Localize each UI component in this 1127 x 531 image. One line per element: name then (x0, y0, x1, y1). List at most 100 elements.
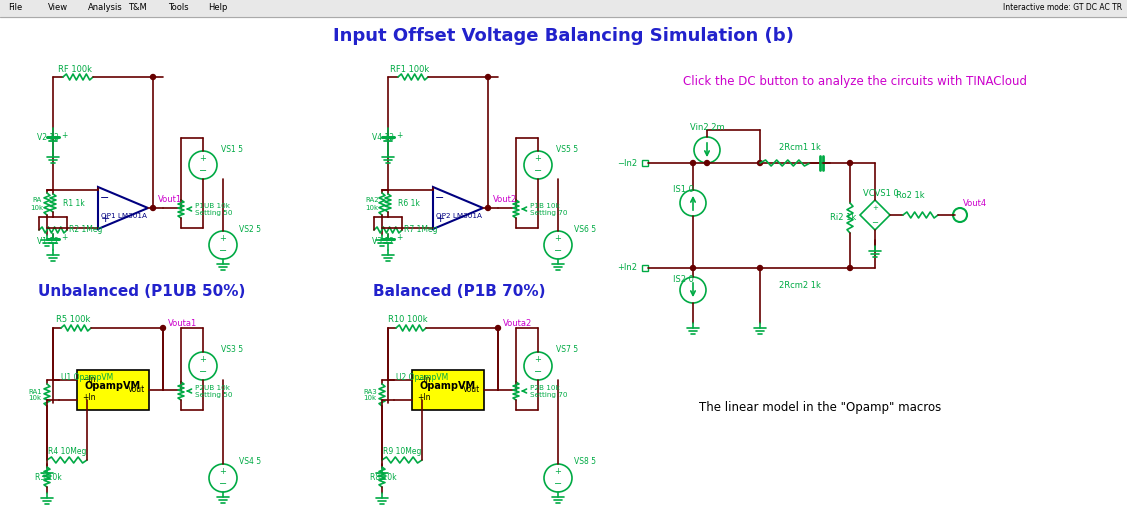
Text: Vout2: Vout2 (492, 195, 517, 204)
Text: VS8 5: VS8 5 (574, 458, 596, 467)
Text: RA
10k: RA 10k (30, 198, 44, 210)
Text: Input Offset Voltage Balancing Simulation (b): Input Offset Voltage Balancing Simulatio… (332, 27, 793, 45)
Text: −: − (435, 193, 445, 202)
Text: Ri2 1k: Ri2 1k (829, 213, 857, 222)
Text: VS4 5: VS4 5 (239, 458, 261, 467)
Text: −: − (534, 166, 542, 176)
Text: V3 12: V3 12 (372, 237, 394, 246)
Text: P2B 10k
Setting 70: P2B 10k Setting 70 (530, 384, 568, 398)
Text: RF 100k: RF 100k (57, 64, 92, 73)
Circle shape (151, 205, 156, 210)
Circle shape (160, 326, 166, 330)
Text: +: + (199, 355, 206, 364)
Text: VS5 5: VS5 5 (556, 144, 578, 153)
Bar (77, 370, 149, 410)
Text: VS2 5: VS2 5 (239, 225, 261, 234)
Text: IS2 0: IS2 0 (673, 276, 694, 285)
Text: View: View (48, 4, 68, 13)
Text: RA3
10k: RA3 10k (363, 389, 376, 401)
Text: P1B 10k
Setting 70: P1B 10k Setting 70 (530, 202, 568, 216)
Text: V4 12: V4 12 (372, 133, 394, 142)
Text: +: + (534, 154, 541, 163)
Text: R5 100k: R5 100k (56, 315, 90, 324)
Text: +: + (61, 233, 68, 242)
Text: 2Rcm2 1k: 2Rcm2 1k (779, 281, 820, 290)
Text: RA2
10k: RA2 10k (365, 198, 379, 210)
Text: V1 12: V1 12 (37, 237, 59, 246)
Text: +In: +In (417, 393, 431, 402)
Text: File: File (8, 4, 23, 13)
Text: R7 1Meg: R7 1Meg (403, 226, 437, 235)
Text: R1 1k: R1 1k (63, 199, 85, 208)
Text: +: + (220, 467, 227, 476)
Text: Unbalanced (P1UB 50%): Unbalanced (P1UB 50%) (38, 285, 246, 299)
Text: Help: Help (208, 4, 228, 13)
Text: Interactive mode: GT DC AC TR: Interactive mode: GT DC AC TR (1003, 4, 1122, 13)
Text: +: + (61, 131, 68, 140)
Text: +: + (220, 234, 227, 243)
Text: Vout: Vout (127, 386, 145, 395)
Text: Vouta1: Vouta1 (168, 319, 197, 328)
Text: VCVS1 0: VCVS1 0 (863, 189, 898, 198)
Text: +: + (534, 355, 541, 364)
Text: OpampVM: OpampVM (420, 381, 476, 391)
Circle shape (757, 266, 763, 270)
Text: +: + (872, 204, 878, 210)
Text: Vouta2: Vouta2 (503, 319, 532, 328)
Text: R4 10Meg: R4 10Meg (47, 448, 86, 457)
Text: VS6 5: VS6 5 (574, 225, 596, 234)
Text: Vout4: Vout4 (962, 200, 987, 209)
Text: Tools: Tools (168, 4, 188, 13)
Text: −: − (199, 367, 207, 378)
Text: The linear model in the "Opamp" macros: The linear model in the "Opamp" macros (699, 401, 941, 415)
Text: Vin2 2m: Vin2 2m (690, 124, 725, 133)
Text: R8 10k: R8 10k (370, 473, 397, 482)
Text: +: + (435, 213, 445, 224)
Text: Balanced (P1B 70%): Balanced (P1B 70%) (373, 285, 545, 299)
Text: −In: −In (82, 375, 96, 384)
Text: RA1
10k: RA1 10k (28, 389, 42, 401)
Text: Click the DC button to analyze the circuits with TINACloud: Click the DC button to analyze the circu… (683, 75, 1027, 89)
Text: 2Rcm1 1k: 2Rcm1 1k (779, 143, 820, 152)
Text: OpampVM: OpampVM (85, 381, 141, 391)
Text: T&M: T&M (128, 4, 147, 13)
Circle shape (496, 326, 500, 330)
Circle shape (486, 74, 490, 80)
Text: U2 OpampVM: U2 OpampVM (396, 373, 449, 382)
Circle shape (691, 266, 695, 270)
Text: +In: +In (82, 393, 96, 402)
Bar (412, 370, 483, 410)
Text: U1 OpampVM: U1 OpampVM (61, 373, 113, 382)
Text: P2UB 10k
Setting 50: P2UB 10k Setting 50 (195, 384, 232, 398)
Text: −: − (219, 246, 227, 256)
Text: V2 12: V2 12 (37, 133, 59, 142)
Text: R3 10k: R3 10k (35, 473, 62, 482)
Bar (642, 160, 648, 166)
Text: −: − (100, 193, 109, 202)
Text: +In2: +In2 (616, 263, 637, 272)
Text: +: + (199, 154, 206, 163)
Circle shape (848, 266, 852, 270)
Circle shape (757, 160, 763, 166)
Circle shape (151, 74, 156, 80)
Circle shape (848, 160, 852, 166)
Text: Vout1: Vout1 (158, 195, 183, 204)
Text: +: + (100, 213, 109, 224)
Text: VS3 5: VS3 5 (221, 346, 243, 355)
Bar (642, 265, 648, 271)
Text: +: + (396, 131, 402, 140)
Text: VS7 5: VS7 5 (556, 346, 578, 355)
Circle shape (691, 160, 695, 166)
Text: −In: −In (417, 375, 431, 384)
Text: VS1 5: VS1 5 (221, 144, 243, 153)
Text: R9 10Meg: R9 10Meg (383, 448, 421, 457)
Text: −In2: −In2 (616, 158, 637, 167)
Text: −: − (534, 367, 542, 378)
Text: −: − (554, 246, 562, 256)
Bar (0, 0, 1127, 17)
Text: Analysis: Analysis (88, 4, 123, 13)
Text: OP1 LM301A: OP1 LM301A (101, 213, 147, 219)
Text: R6 1k: R6 1k (398, 199, 420, 208)
Circle shape (486, 205, 490, 210)
Circle shape (704, 160, 710, 166)
